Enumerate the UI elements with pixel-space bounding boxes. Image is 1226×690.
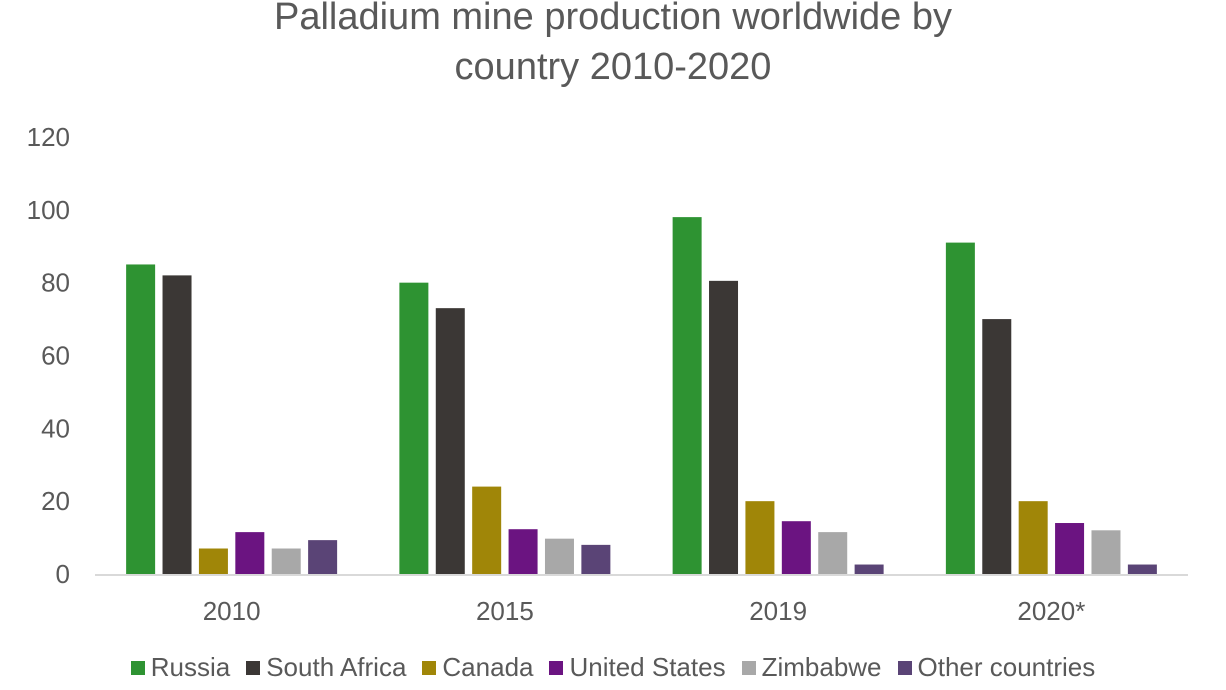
bar-other-countries xyxy=(581,544,611,574)
bar-russia xyxy=(945,242,975,574)
legend-item: United States xyxy=(549,652,726,683)
bar-united-states xyxy=(508,529,538,574)
bar-canada xyxy=(472,486,502,574)
legend-swatch xyxy=(897,660,912,675)
legend-item: Zimbabwe xyxy=(741,652,882,683)
chart-legend: Russia South Africa Canada United States Zim… xyxy=(0,652,1226,683)
y-tick-label: 60 xyxy=(41,341,70,371)
legend-item: Russia xyxy=(130,652,231,683)
bar-south-africa xyxy=(709,280,739,574)
y-tick-label: 40 xyxy=(41,413,70,443)
bar-canada xyxy=(198,548,228,574)
legend-swatch xyxy=(246,660,261,675)
y-tick-label: 0 xyxy=(56,559,70,589)
x-tick-label: 2019 xyxy=(749,596,807,626)
legend-swatch xyxy=(741,660,756,675)
y-tick-label: 100 xyxy=(27,195,70,225)
legend-label: Zimbabwe xyxy=(761,652,882,682)
x-tick-label: 2015 xyxy=(476,596,534,626)
legend-item: Other countries xyxy=(897,652,1096,683)
bar-other-countries xyxy=(308,540,338,574)
bar-other-countries xyxy=(854,564,884,574)
bar-united-states xyxy=(235,532,265,574)
bar-zimbabwe xyxy=(544,538,574,574)
bar-other-countries xyxy=(1127,564,1157,574)
x-tick-label: 2020* xyxy=(1017,596,1085,626)
bar-south-africa xyxy=(982,319,1012,574)
legend-label: Other countries xyxy=(917,652,1096,682)
legend-swatch xyxy=(422,660,437,675)
y-tick-label: 120 xyxy=(27,122,70,152)
bar-zimbabwe xyxy=(271,548,301,574)
bar-canada xyxy=(745,501,775,574)
bar-united-states xyxy=(781,521,811,574)
bar-russia xyxy=(399,282,429,574)
legend-item: Canada xyxy=(422,652,533,683)
bar-south-africa xyxy=(435,308,465,574)
chart-title: Palladium mine production worldwide by c… xyxy=(0,0,1226,92)
y-tick-label: 20 xyxy=(41,486,70,516)
bar-zimbabwe xyxy=(1091,530,1121,574)
bar-zimbabwe xyxy=(818,532,848,574)
legend-label: South Africa xyxy=(266,652,407,682)
bar-canada xyxy=(1018,501,1048,574)
bar-united-states xyxy=(1055,523,1085,574)
bar-south-africa xyxy=(162,275,192,574)
bar-russia xyxy=(672,217,702,574)
legend-item: South Africa xyxy=(246,652,406,683)
legend-swatch xyxy=(130,660,145,675)
legend-swatch xyxy=(549,660,564,675)
legend-label: Canada xyxy=(442,652,534,682)
chart-title-line-2: country 2010-2020 xyxy=(454,46,772,88)
chart-plot: 0 20 40 60 80 100 120 2010 2015 2019 2020* xyxy=(27,122,1188,626)
x-tick-label: 2010 xyxy=(203,596,261,626)
y-tick-label: 80 xyxy=(41,268,70,298)
chart-title-line-1: Palladium mine production worldwide by xyxy=(273,0,952,38)
legend-label: United States xyxy=(569,652,726,682)
legend-label: Russia xyxy=(150,652,231,682)
bar-russia xyxy=(126,264,156,574)
